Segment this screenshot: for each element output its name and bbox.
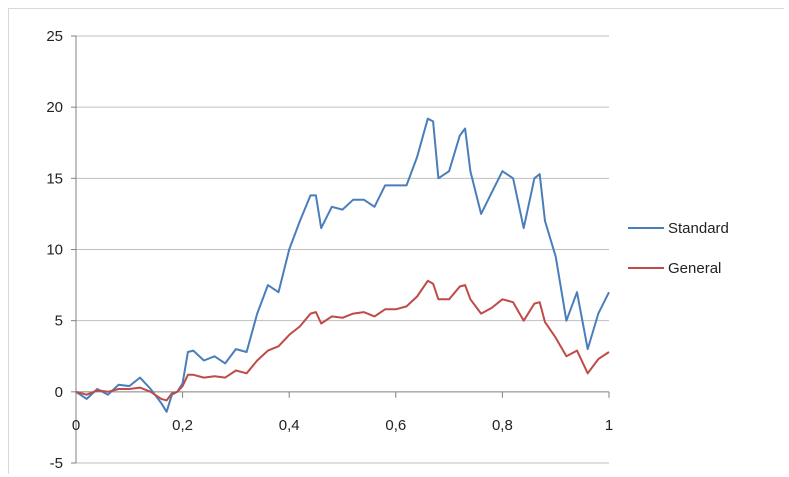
legend-label-general: General [668,260,721,277]
chart-frame [8,8,784,474]
series-line-general [75,279,610,402]
series-lines [75,117,610,413]
y-tick-label: 15 [46,170,63,187]
y-tick-label: 10 [46,242,63,259]
tick-labels: -5 0 5 10 15 20 25 0 0,2 0,4 0,6 0,8 1 [46,28,613,472]
legend-label-standard: Standard [668,220,729,237]
x-tick-label: 0 [72,417,80,434]
y-tick-label: 0 [55,384,63,401]
legend: Standard General [628,220,729,277]
y-tick-label: -5 [50,455,63,472]
gridlines [76,35,609,464]
y-tick-label: 5 [55,313,63,330]
x-tick-label: 1 [605,417,613,434]
x-tick-label: 0,2 [172,417,193,434]
y-tick-label: 20 [46,99,63,116]
y-tick-label: 25 [46,28,63,45]
x-tick-label: 0,4 [279,417,300,434]
series-line-standard [75,117,610,413]
x-tick-label: 0,6 [385,417,406,434]
x-tick-label: 0,8 [492,417,513,434]
